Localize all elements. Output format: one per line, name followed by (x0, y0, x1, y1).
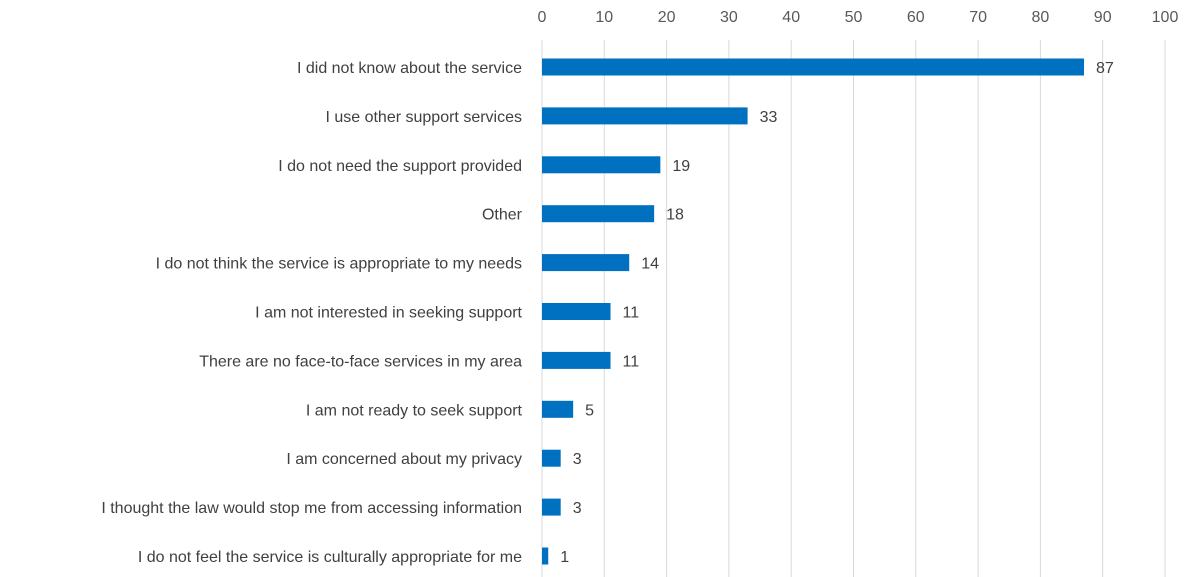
gridlines (541, 40, 1166, 577)
bar (542, 58, 1085, 76)
x-tick-label: 80 (1032, 9, 1050, 26)
value-label: 18 (666, 207, 684, 224)
bar (542, 498, 561, 516)
bar (542, 205, 655, 223)
category-label: I do not need the support provided (278, 158, 522, 175)
value-label: 11 (623, 353, 640, 370)
category-label: There are no face-to-face services in my… (199, 353, 522, 370)
category-label: I use other support services (325, 109, 522, 126)
category-label: I did not know about the service (297, 60, 522, 77)
category-label: I thought the law would stop me from acc… (101, 500, 522, 517)
value-label: 33 (760, 109, 778, 126)
category-label: I do not feel the service is culturally … (138, 549, 522, 566)
x-tick-label: 70 (969, 9, 987, 26)
category-label: I do not think the service is appropriat… (156, 256, 522, 273)
bar (542, 449, 561, 467)
x-tick-label: 40 (782, 9, 800, 26)
x-tick-label: 20 (658, 9, 676, 26)
value-label: 3 (573, 500, 582, 517)
category-label: I am concerned about my privacy (286, 451, 522, 468)
bars (542, 58, 1085, 565)
value-label: 87 (1096, 60, 1114, 77)
x-tick-label: 90 (1094, 9, 1112, 26)
value-label: 1 (560, 549, 569, 566)
bar (542, 107, 748, 125)
bar (542, 400, 574, 418)
bar (542, 303, 611, 320)
x-tick-label: 10 (595, 9, 613, 26)
category-label: Other (482, 207, 523, 224)
value-label: 14 (641, 256, 659, 273)
x-tick-label: 60 (907, 9, 925, 26)
category-label: I am not interested in seeking support (255, 305, 522, 322)
x-axis-ticks: 0 10 20 30 40 50 60 70 80 90 100 (538, 9, 1179, 26)
bar (542, 156, 661, 174)
value-label: 3 (573, 451, 582, 468)
bar (542, 351, 611, 369)
category-labels: I did not know about the service I use ot… (101, 60, 522, 566)
x-tick-label: 0 (538, 9, 547, 26)
bar (542, 254, 630, 272)
value-label: 19 (672, 158, 690, 175)
value-label: 11 (623, 305, 640, 322)
category-label: I am not ready to seek support (306, 402, 523, 419)
bar (542, 547, 549, 565)
x-tick-label: 100 (1152, 9, 1179, 26)
value-label: 5 (585, 402, 594, 419)
x-tick-label: 30 (720, 9, 738, 26)
x-tick-label: 50 (845, 9, 863, 26)
